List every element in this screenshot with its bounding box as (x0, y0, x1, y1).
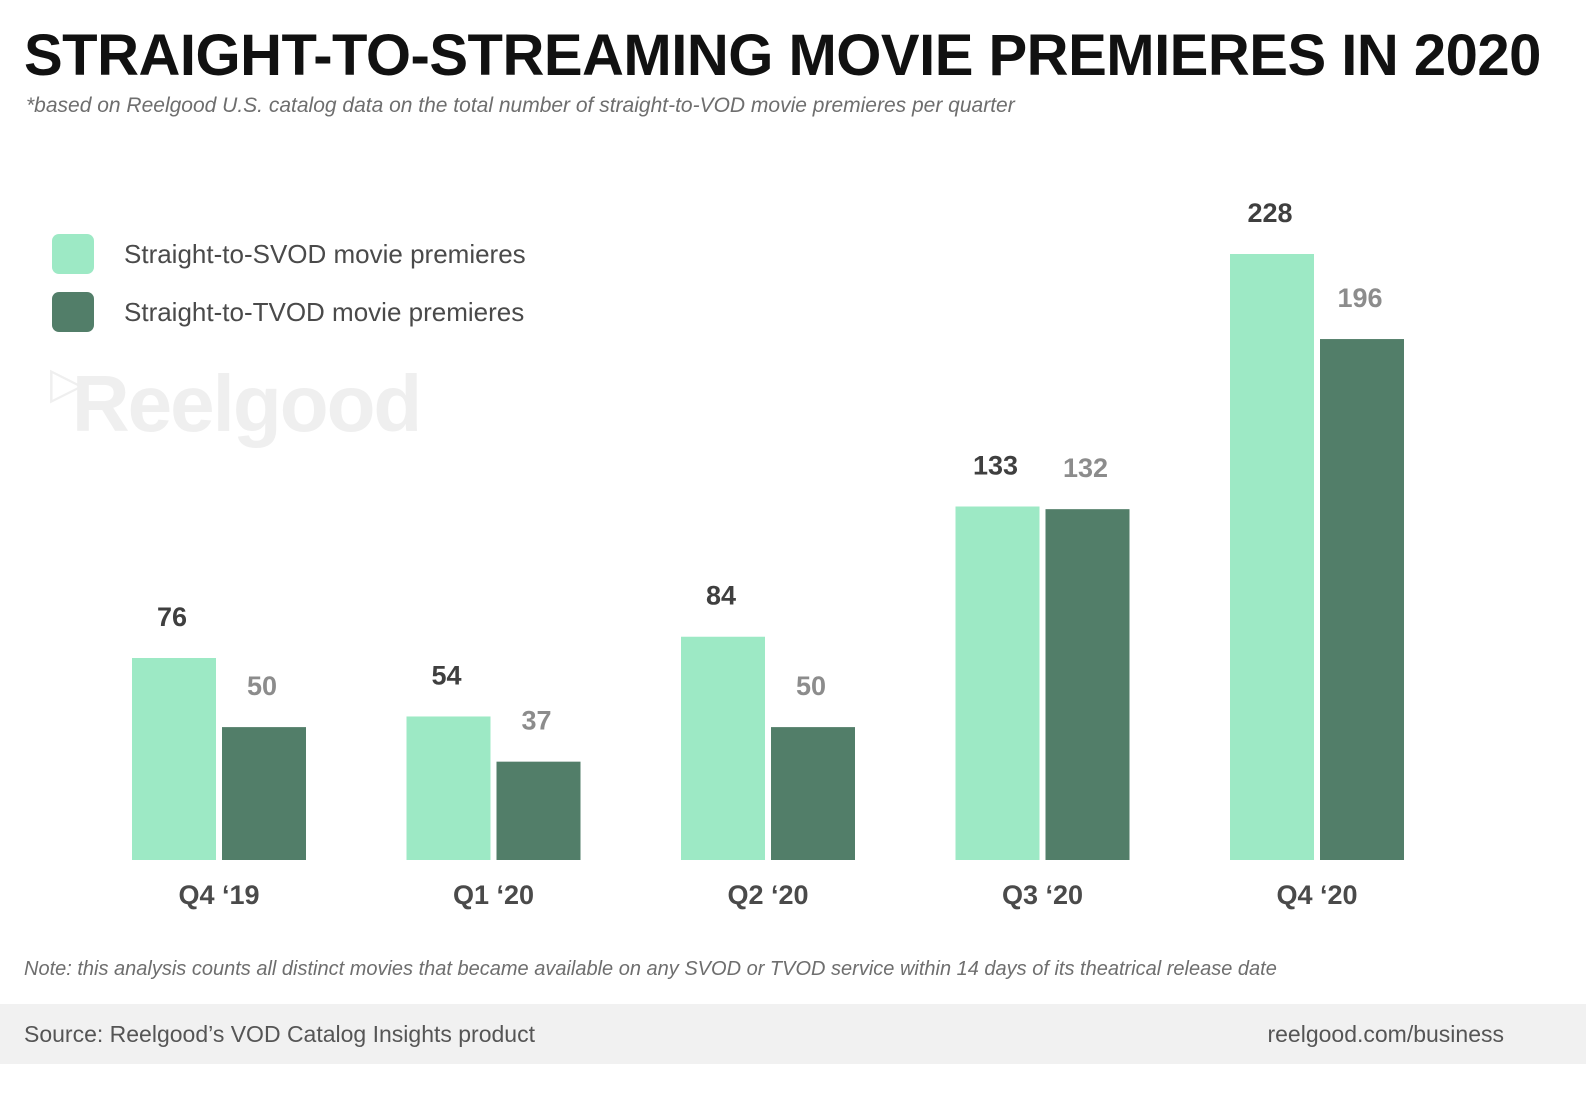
x-tick-label-4: Q4 ‘20 (1276, 880, 1357, 910)
chart-title: STRAIGHT-TO-STREAMING MOVIE PREMIERES IN… (24, 23, 1541, 88)
legend-item-svod: Straight-to-SVOD movie premieres (52, 234, 526, 274)
bar-tvod-1 (496, 761, 581, 860)
data-label-svod-4: 228 (1247, 198, 1292, 228)
bar-tvod-2 (771, 727, 855, 860)
chart-subtitle: *based on Reelgood U.S. catalog data on … (26, 94, 1015, 117)
watermark-text: Reelgood (71, 359, 422, 448)
bar-tvod-4 (1320, 339, 1404, 861)
legend-label-svod: Straight-to-SVOD movie premieres (124, 238, 526, 269)
x-tick-label-0: Q4 ‘19 (178, 880, 259, 910)
footer-bar: Source: Reelgood’s VOD Catalog Insights … (0, 1004, 1586, 1064)
data-label-tvod-4: 196 (1337, 283, 1382, 313)
bar-svod-2 (681, 636, 765, 860)
data-label-svod-2: 84 (706, 581, 736, 611)
legend-swatch-svod (52, 234, 94, 274)
source-text: Source: Reelgood’s VOD Catalog Insights … (24, 1021, 535, 1047)
website-link[interactable]: reelgood.com/business (1267, 1021, 1504, 1047)
bar-svod-4 (1230, 254, 1314, 860)
legend-label-tvod: Straight-to-TVOD movie premieres (124, 296, 525, 327)
play-triangle-icon: ▷ (50, 359, 84, 408)
x-tick-label-1: Q1 ‘20 (453, 880, 534, 910)
legend-item-tvod: Straight-to-TVOD movie premieres (52, 292, 526, 332)
data-label-tvod-1: 37 (521, 706, 551, 736)
x-tick-label-3: Q3 ‘20 (1002, 880, 1083, 910)
data-label-tvod-2: 50 (796, 671, 826, 701)
chart-legend: Straight-to-SVOD movie premieres Straigh… (52, 234, 526, 350)
data-label-tvod-0: 50 (247, 671, 277, 701)
legend-swatch-tvod (52, 292, 94, 332)
bar-chart: 76 50 Q4 ‘19 54 37 Q1 ‘20 84 50 Q2 ‘20 133 132 Q3 ‘… (132, 198, 1404, 910)
reelgood-watermark: ▷Reelgood (50, 358, 422, 450)
bar-svod-1 (406, 716, 491, 860)
analysis-note: Note: this analysis counts all distinct … (24, 958, 1277, 980)
x-tick-label-2: Q2 ‘20 (727, 880, 808, 910)
bar-svod-3 (955, 506, 1040, 860)
data-label-svod-0: 76 (157, 602, 187, 632)
data-label-tvod-3: 132 (1063, 453, 1108, 483)
data-label-svod-1: 54 (431, 660, 461, 690)
bar-tvod-3 (1045, 509, 1130, 860)
bar-svod-0 (132, 658, 216, 860)
bar-tvod-0 (222, 727, 306, 860)
data-label-svod-3: 133 (973, 451, 1018, 481)
